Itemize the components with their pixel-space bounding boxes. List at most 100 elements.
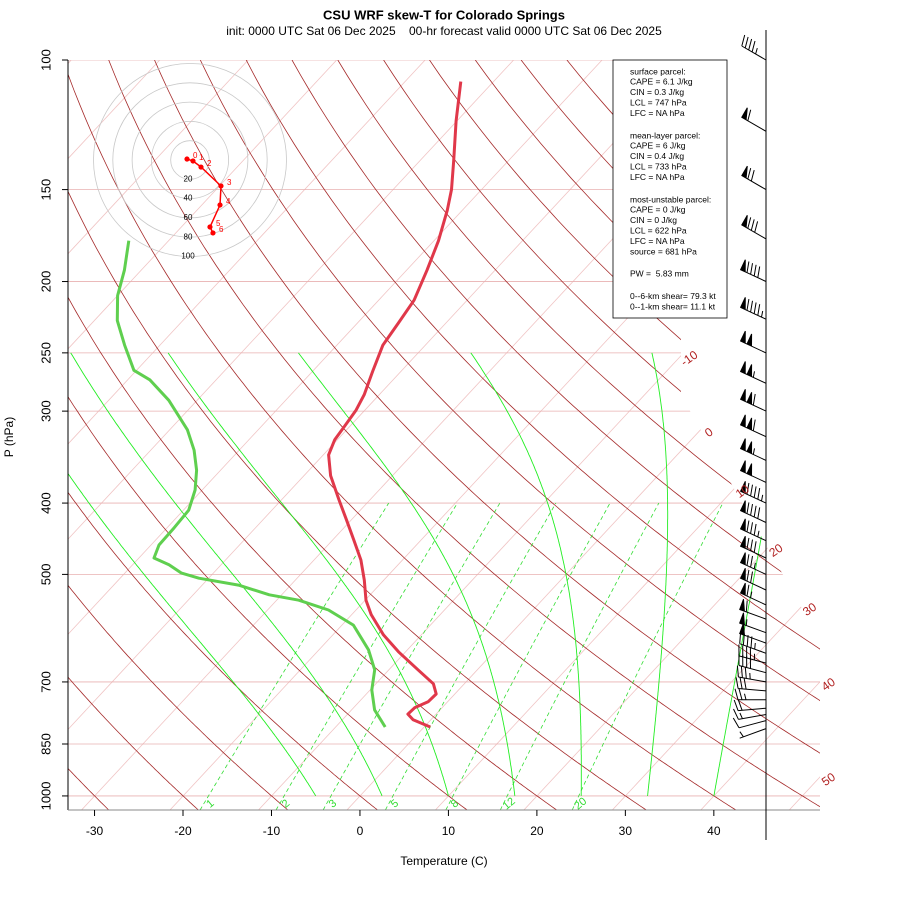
hodograph-point (218, 183, 224, 189)
hodograph-point-label: 3 (227, 178, 232, 187)
dry-adiabat (68, 60, 199, 810)
wind-barb (738, 644, 767, 664)
stats-text: PW = 5.83 mm (630, 269, 689, 279)
wind-barb (739, 582, 767, 606)
y-tick-label: 200 (38, 271, 53, 293)
dry-adiabat (68, 60, 378, 810)
hodograph-ring-label: 20 (184, 174, 193, 183)
wind-barb (739, 500, 767, 523)
stats-text: LFC = NA hPa (630, 108, 685, 118)
stats-text: mean-layer parcel: (630, 130, 700, 140)
stats-text: CAPE = 6 J/kg (630, 141, 686, 151)
y-tick-label: 150 (38, 179, 53, 201)
chart-title: CSU WRF skew-T for Colorado Springs (323, 7, 565, 22)
hodograph-point-label: 0 (193, 151, 198, 160)
stats-text: 0--6-km shear= 79.3 kt (630, 291, 716, 301)
stats-text: LCL = 622 hPa (630, 225, 687, 235)
wind-barb (739, 567, 767, 591)
hodograph-point (190, 158, 196, 164)
chart-subtitle: init: 0000 UTC Sat 06 Dec 2025 00-hr for… (226, 24, 662, 38)
x-tick-label: -10 (263, 824, 281, 838)
stats-text: 0--1-km shear= 11.1 kt (630, 301, 716, 311)
hodograph-ring (170, 140, 210, 180)
stats-text: LFC = NA hPa (630, 172, 685, 182)
isotherm (68, 60, 603, 810)
stats-text: CIN = 0.3 J/kg (630, 87, 684, 97)
temperature-line (327, 81, 463, 729)
hodograph-point (184, 156, 190, 162)
wind-barb (741, 165, 767, 191)
dry-adiabat (245, 60, 820, 810)
isotherm (68, 60, 249, 810)
stats-text: most-unstable parcel: (630, 194, 711, 204)
hodograph-point (198, 164, 204, 170)
dry-adiabat (68, 60, 289, 810)
isotherm (68, 60, 514, 810)
mixing-ratio-line (571, 502, 724, 810)
stats-text: source = 681 hPa (630, 246, 697, 256)
hodograph-point (207, 224, 213, 230)
stats-text: CAPE = 0 J/kg (630, 205, 686, 215)
wind-barb (739, 481, 767, 504)
hodograph-point-label: 5 (216, 219, 221, 228)
x-tick-label: 40 (707, 824, 721, 838)
dry-adiabat (383, 60, 820, 810)
isotherm (346, 60, 820, 810)
wind-barb (738, 653, 767, 674)
isotherm (68, 60, 691, 810)
hodograph-ring (93, 63, 287, 257)
stats-box (612, 59, 728, 319)
wind-barb (739, 535, 767, 559)
y-tick-label: 250 (38, 342, 53, 364)
wind-barb (739, 518, 767, 542)
wind-barb (734, 688, 766, 701)
wind-barb (739, 438, 767, 461)
wind-barb (739, 599, 767, 620)
wind-barb (739, 414, 767, 438)
dry-adiabat (68, 60, 557, 810)
moist-adiabat (68, 352, 317, 797)
x-tick-label: -20 (174, 824, 192, 838)
wind-barb (739, 632, 767, 654)
wind-barb (735, 677, 767, 692)
hodograph-ring (150, 121, 229, 199)
hodograph-point-label: 6 (219, 225, 224, 234)
wind-barb (733, 708, 767, 720)
moist-adiabat (470, 352, 582, 796)
mixing-ratio-line (275, 502, 458, 810)
moist-adiabat (647, 352, 669, 796)
mixing-ratio-line (445, 502, 611, 810)
dry-adiabat (68, 60, 468, 810)
stats-text: CIN = 0 J/kg (630, 215, 677, 225)
x-tick-label: 0 (357, 824, 364, 838)
hodograph-point-label: 2 (207, 159, 212, 168)
isotherm (258, 60, 820, 810)
wind-barb (739, 389, 767, 412)
hodograph-point (210, 230, 216, 236)
wind-barb (741, 215, 767, 240)
hodograph-ring (112, 82, 268, 238)
wind-barb (739, 552, 767, 575)
isotherm (612, 60, 820, 810)
hodograph-point-label: 1 (199, 153, 204, 162)
wind-barb (739, 623, 767, 644)
isotherm (700, 60, 820, 810)
stats-text: LFC = NA hPa (630, 236, 685, 246)
wind-barb (741, 34, 767, 61)
x-tick-label: -30 (86, 824, 104, 838)
hodograph-ring-label: 60 (184, 213, 193, 222)
y-tick-label: 400 (38, 492, 53, 514)
stats-text: LCL = 747 hPa (630, 97, 687, 107)
wind-barb (741, 107, 767, 132)
moist-adiabat (298, 352, 516, 796)
x-axis-title: Temperature (C) (400, 854, 487, 868)
wind-barb (739, 259, 767, 282)
wind-barb (739, 728, 767, 739)
y-tick-label: 1000 (38, 781, 53, 810)
x-tick-label: 10 (442, 824, 456, 838)
wind-barb (733, 699, 767, 712)
dry-adiabat (68, 60, 647, 810)
hodograph-ring-label: 100 (181, 252, 195, 261)
